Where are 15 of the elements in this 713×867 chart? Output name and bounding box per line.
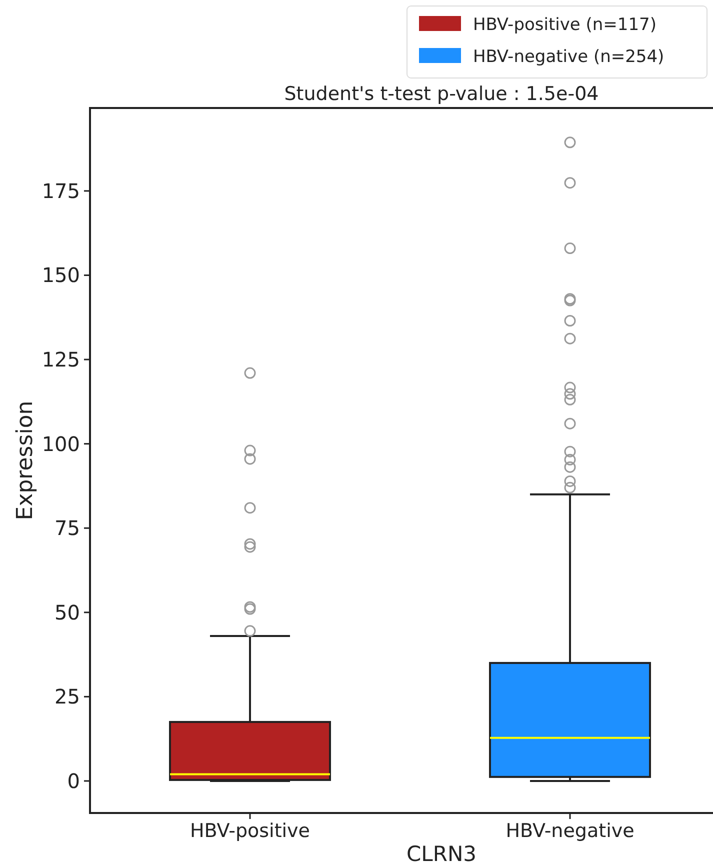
y-tick-label: 25 (54, 684, 80, 709)
y-tick-label: 100 (42, 432, 80, 456)
x-tick-label: HBV-positive (190, 820, 310, 842)
y-tick-label: 50 (54, 600, 80, 624)
y-tick-label: 150 (42, 263, 80, 288)
y-tick-label: 75 (54, 516, 80, 540)
y-tick-label: 175 (42, 178, 80, 203)
legend-label: HBV-negative (n=254) (473, 46, 664, 67)
y-tick-label: 125 (42, 348, 80, 372)
x-tick-label: HBV-negative (506, 820, 634, 842)
x-axis-title: CLRN3 (406, 842, 477, 866)
y-tick-label: 0 (67, 768, 80, 793)
legend-label: HBV-positive (n=117) (473, 14, 657, 35)
y-axis-title: Expression (13, 400, 38, 520)
chart-title: Student's t-test p-value : 1.5e-04 (284, 83, 599, 105)
